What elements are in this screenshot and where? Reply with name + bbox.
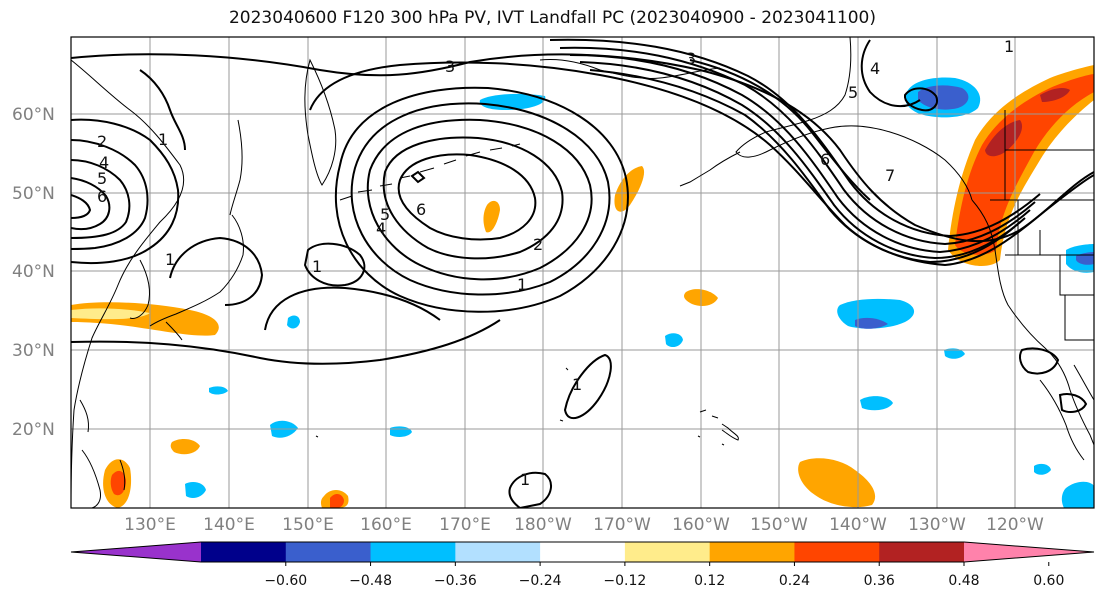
contour-label: 1 [165, 250, 175, 269]
colorbar-swatch [624, 542, 711, 562]
lon-tick-label: 170°W [593, 515, 651, 535]
colorbar-swatch [794, 542, 880, 562]
colorbar-tick-label: 0.60 [1033, 573, 1064, 589]
lat-tick-label: 20°N [12, 420, 55, 440]
contour-label: 3 [445, 57, 455, 76]
contour-label: 6 [97, 187, 107, 206]
colorbar-tick-label: −0.24 [519, 573, 562, 589]
lat-tick-labels: 60°N 50°N 40°N 30°N 20°N [12, 105, 55, 440]
lon-tick-label: 130°E [124, 515, 176, 535]
colorbar-tick-label: −0.48 [349, 573, 392, 589]
lon-tick-label: 150°E [282, 515, 334, 535]
contour-label: 1 [158, 130, 168, 149]
colorbar-swatch [285, 542, 372, 562]
contour-label: 6 [820, 150, 830, 169]
ivt-shading [71, 65, 1094, 508]
colorbar-extend-max [964, 542, 1094, 562]
contour-label: 4 [376, 219, 386, 238]
colorbar-swatch [709, 542, 795, 562]
lon-tick-label: 140°E [203, 515, 255, 535]
map-frame [70, 36, 1095, 509]
colorbar-swatch [879, 542, 965, 562]
colorbar-outline [70, 541, 1095, 563]
contour-label: 2 [533, 235, 543, 254]
contour-label: 3 [686, 49, 696, 68]
pv-contours [71, 38, 1094, 508]
colorbar-tick-label: −0.36 [434, 573, 477, 589]
colorbar-swatch [370, 542, 456, 562]
lon-tick-labels: 130°E 140°E 150°E 160°E 170°E 180°W 170°… [124, 515, 1044, 535]
lat-tick-label: 60°N [12, 105, 55, 125]
lon-tick-label: 180°W [514, 515, 572, 535]
contour-label: 1 [1004, 37, 1014, 56]
colorbar-swatch [540, 542, 626, 562]
contour-labels: 1 2 3 4 5 6 6 5 4 3 2 1 1 6 7 5 4 1 1 1 … [97, 37, 1014, 489]
contour-label: 1 [572, 375, 582, 394]
lon-tick-label: 120°W [986, 515, 1044, 535]
contour-label: 7 [885, 166, 895, 185]
lon-tick-label: 160°W [672, 515, 730, 535]
contour-label: 5 [848, 83, 858, 102]
lon-tick-label: 150°W [750, 515, 808, 535]
colorbar-swatch [201, 542, 287, 562]
contour-label: 5 [380, 205, 390, 224]
colorbar-tick-label: 0.24 [779, 573, 810, 589]
colorbar-swatch [455, 542, 541, 562]
lat-tick-label: 40°N [12, 262, 55, 282]
contour-label: 4 [870, 59, 880, 78]
lon-tick-label: 160°E [360, 515, 412, 535]
colorbar-tick-label: 0.12 [694, 573, 725, 589]
lon-tick-label: 130°W [908, 515, 966, 535]
colorbar-tick-label: 0.36 [864, 573, 895, 589]
contour-label: 1 [517, 275, 527, 294]
colorbar-extend-min [71, 542, 201, 562]
contour-label: 5 [97, 169, 107, 188]
contour-label: 6 [416, 200, 426, 219]
colorbar-tick-label: −0.60 [264, 573, 307, 589]
lat-tick-label: 30°N [12, 341, 55, 361]
colorbar-tick-label: −0.12 [603, 573, 646, 589]
contour-label: 2 [97, 132, 107, 151]
lon-tick-label: 170°E [439, 515, 491, 535]
colorbar: −0.60 −0.48 −0.36 −0.24 −0.12 0.12 0.24 0.36 0.4… [70, 541, 1095, 589]
contour-label: 1 [520, 470, 530, 489]
map-title: 2023040600 F120 300 hPa PV, IVT Landfall… [228, 8, 876, 28]
contour-label: 1 [312, 257, 322, 276]
coastlines [71, 37, 1094, 508]
lat-tick-label: 50°N [12, 184, 55, 204]
colorbar-tick-label: 0.48 [948, 573, 979, 589]
lon-tick-label: 140°W [829, 515, 887, 535]
contour-label: 4 [99, 153, 109, 172]
